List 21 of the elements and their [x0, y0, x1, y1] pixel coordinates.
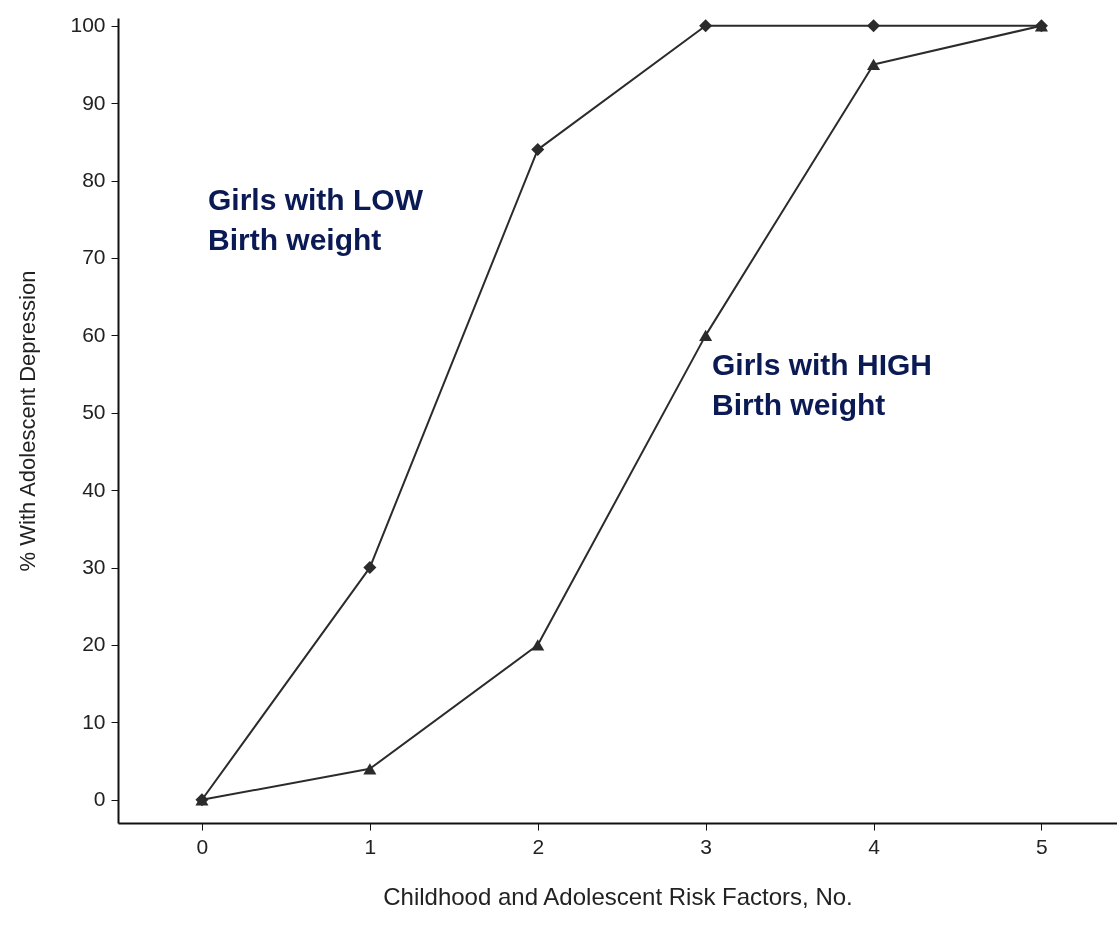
y-tick-label: 60	[82, 322, 106, 346]
y-tick-label: 40	[82, 477, 106, 501]
y-tick-label: 0	[93, 787, 106, 811]
x-tick-label: 5	[1036, 834, 1048, 858]
y-tick-label: 70	[82, 245, 106, 269]
y-tick-label: 50	[82, 400, 106, 424]
y-tick-label: 30	[82, 555, 106, 579]
y-tick-label: 90	[82, 90, 106, 114]
x-tick-label: 4	[868, 834, 881, 858]
y-axis-title: % With Adolescent Depression	[15, 270, 41, 572]
x-tick-label: 3	[700, 834, 712, 858]
y-tick-label: 80	[82, 168, 106, 192]
x-tick-label: 0	[196, 834, 209, 858]
x-tick-label: 2	[532, 834, 545, 858]
y-tick-label: 100	[70, 13, 106, 37]
x-tick-label: 1	[364, 834, 377, 858]
text: Girls with LOW Birth weight	[208, 183, 424, 256]
series-label: Girls with HIGH Birth weight	[712, 348, 933, 421]
y-tick-label: 10	[82, 709, 106, 733]
y-tick-label: 20	[82, 632, 106, 656]
x-axis-title: Childhood and Adolescent Risk Factors, No.	[383, 882, 853, 910]
